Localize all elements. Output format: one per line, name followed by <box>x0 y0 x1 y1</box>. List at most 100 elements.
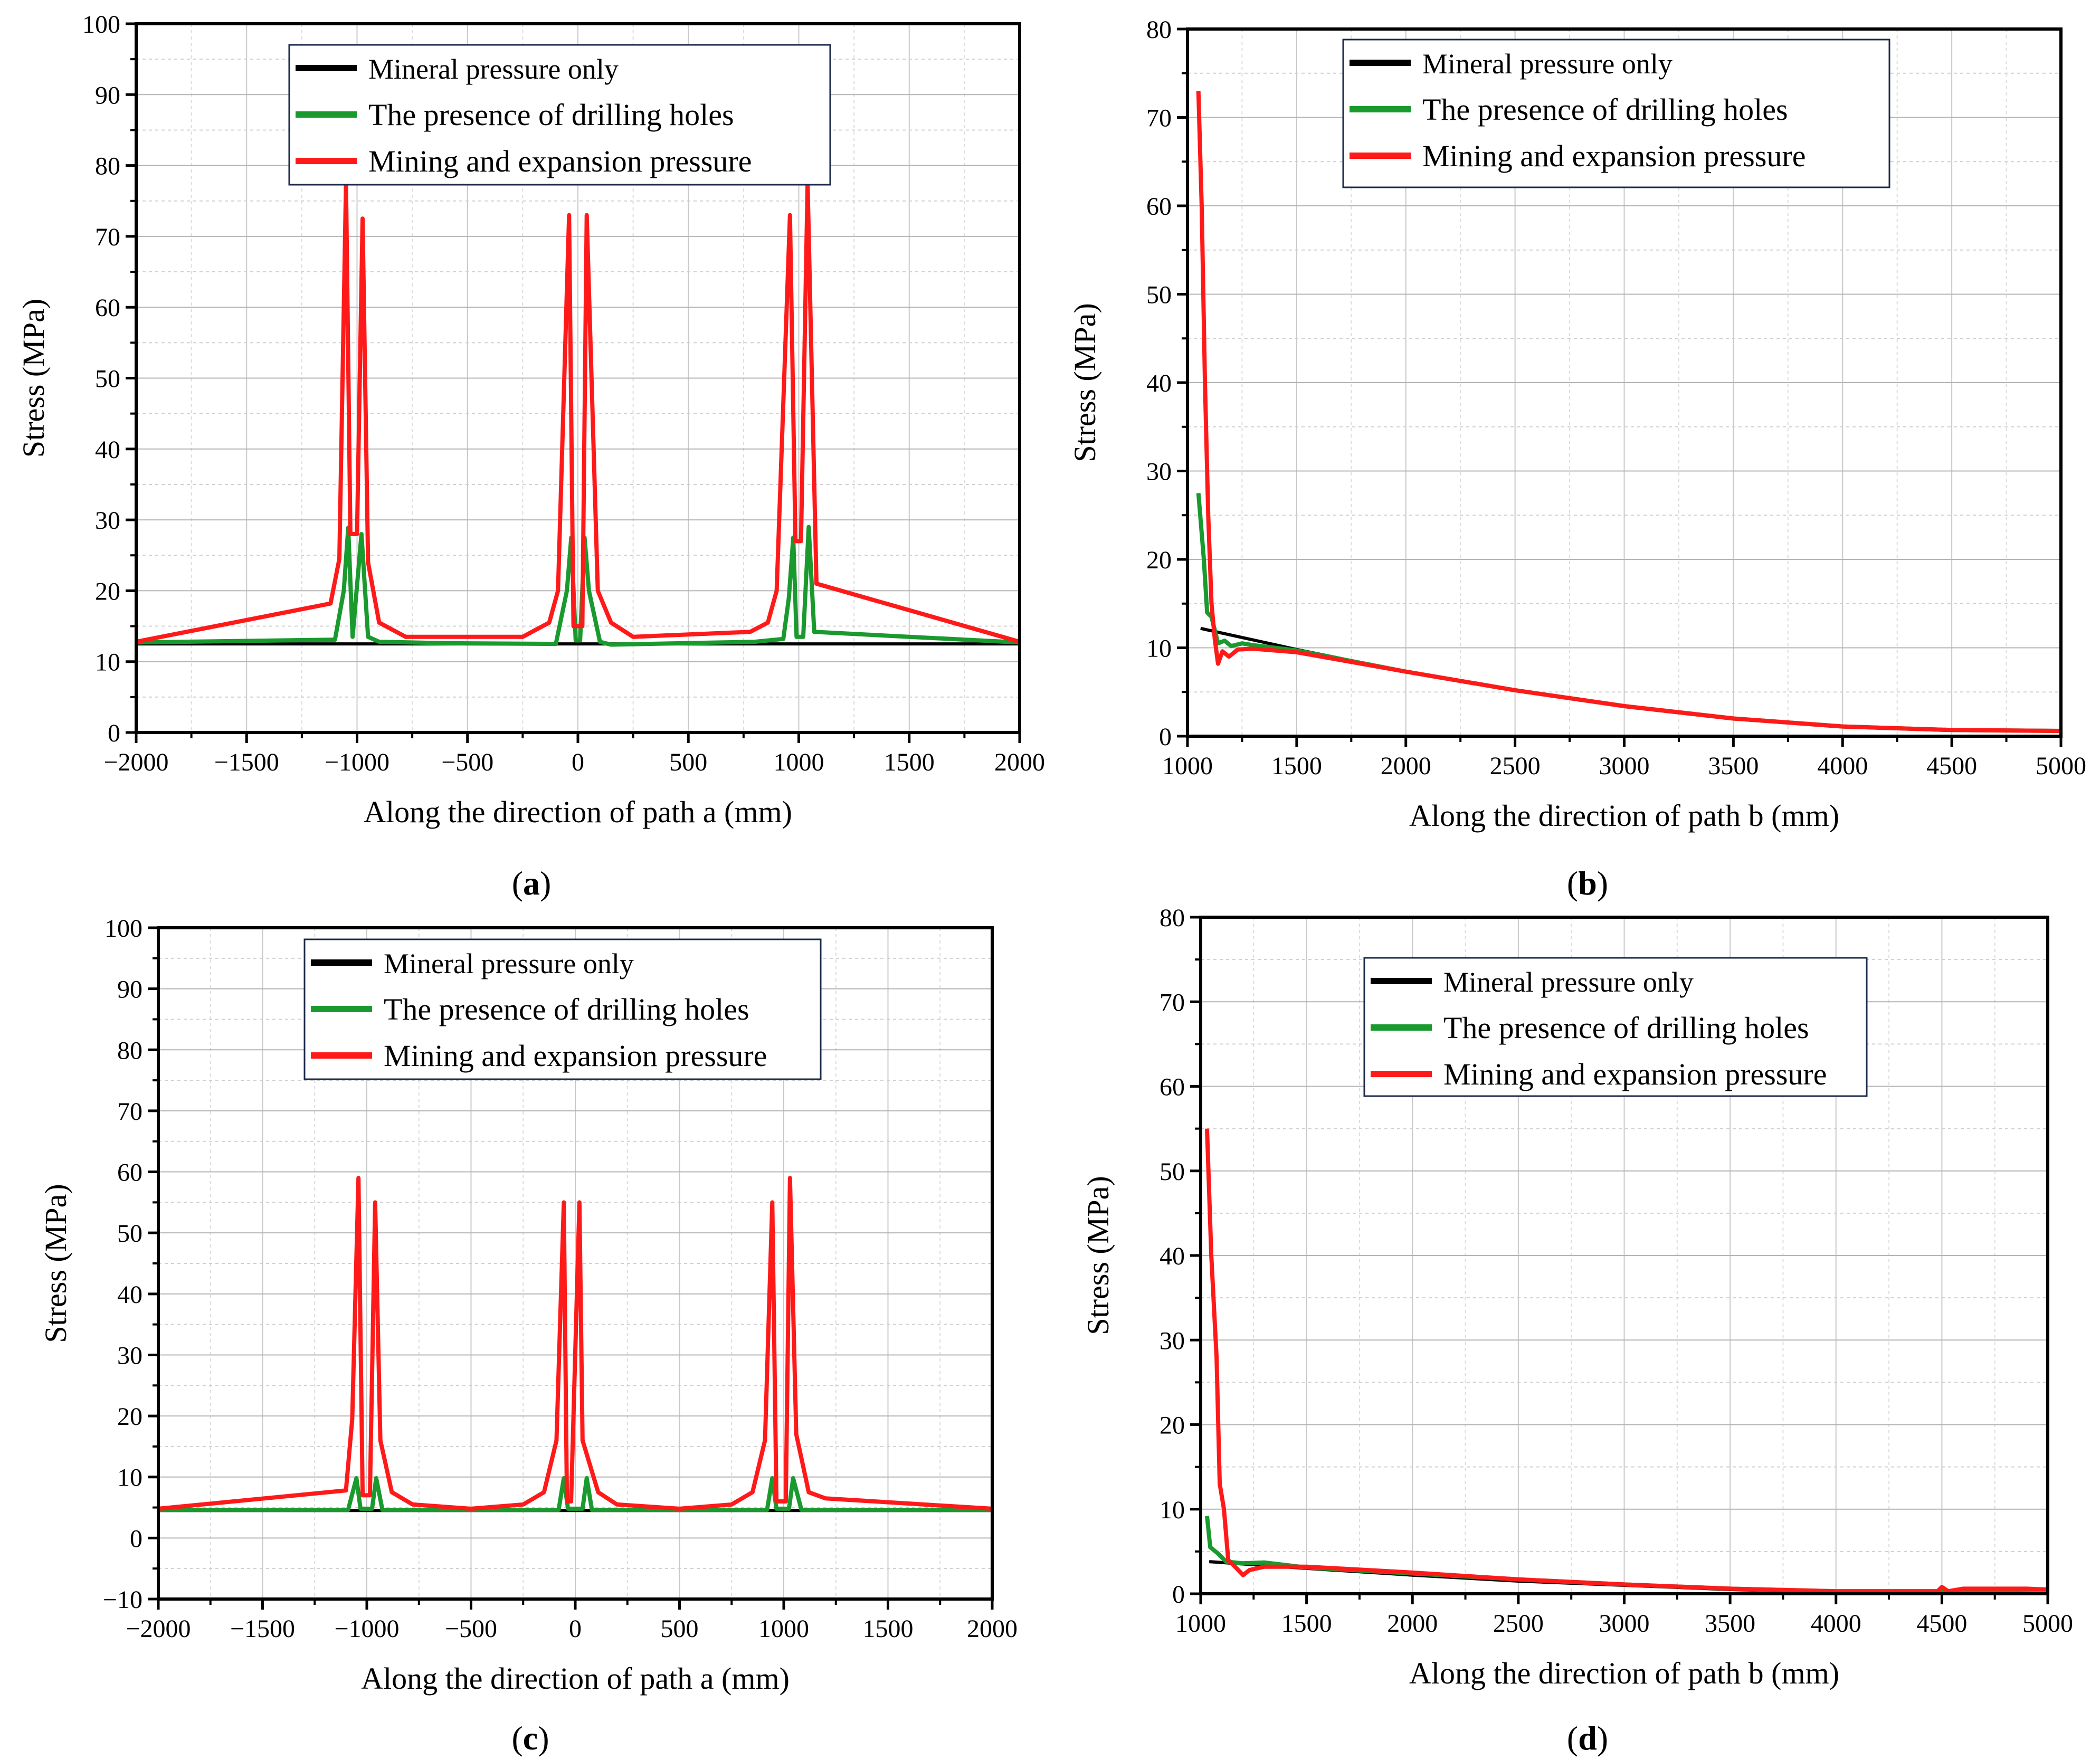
y-tick-label: 30 <box>1146 458 1172 486</box>
caption-letter-a: a <box>523 864 540 902</box>
x-tick-label: 4000 <box>1811 1610 1861 1638</box>
x-tick-label: 500 <box>669 748 707 776</box>
x-axis-label-c: Along the direction of path a (mm) <box>361 1661 790 1696</box>
series-c <box>158 1176 993 1512</box>
y-axis-label-a: Stress (MPa) <box>16 299 51 458</box>
legend-box-d <box>1363 957 1868 1097</box>
y-tick-label: 100 <box>104 915 142 943</box>
y-tick-label: 90 <box>117 976 142 1004</box>
y-tick-label: 20 <box>1146 546 1172 574</box>
x-tick-label: 2000 <box>1381 752 1431 780</box>
legend-c: Mineral pressure only The presence of dr… <box>303 938 822 1080</box>
x-tick-label: −1000 <box>325 748 389 776</box>
x-tick-label: 1000 <box>1162 752 1213 780</box>
x-tick-label: 4500 <box>1926 752 1977 780</box>
x-tick-label: −2000 <box>103 748 168 776</box>
x-tick-label: 3500 <box>1705 1610 1755 1638</box>
x-tick-label: −500 <box>445 1615 497 1643</box>
legend-box-b <box>1342 39 1890 188</box>
y-tick-label: 0 <box>108 719 120 747</box>
caption-b: (b) <box>1567 864 1608 902</box>
x-tick-label: 2000 <box>1387 1610 1438 1638</box>
panel-b: 1000 1500 2000 2500 3000 3500 4000 4500 5000 0 10 2… <box>1068 16 2086 902</box>
y-tick-label: 70 <box>117 1098 142 1126</box>
legend-label-mining-c: Mining and expansion pressure <box>384 1039 767 1073</box>
y-tick-label: 50 <box>117 1220 142 1248</box>
legend-label-mining-b: Mining and expansion pressure <box>1422 139 1806 173</box>
y-tick-label: 0 <box>1159 723 1172 751</box>
legend-b: Mineral pressure only The presence of dr… <box>1342 39 1890 188</box>
x-tick-label: 5000 <box>2022 1610 2073 1638</box>
x-tick-label: 1000 <box>774 748 824 776</box>
y-tick-label: 10 <box>1146 635 1172 663</box>
caption-d: (d) <box>1567 1719 1608 1757</box>
y-tick-label: 20 <box>95 577 120 605</box>
x-tick-label: 1500 <box>1271 752 1322 780</box>
y-tick-label: 0 <box>130 1525 142 1553</box>
y-tick-label: 10 <box>95 649 120 677</box>
x-tick-label: 2000 <box>967 1615 1018 1643</box>
x-tick-label: 4500 <box>1916 1610 1967 1638</box>
y-tick-label: 50 <box>1160 1158 1185 1186</box>
y-axis-label-c: Stress (MPa) <box>39 1184 73 1343</box>
y-tick-label: 0 <box>1172 1581 1185 1609</box>
legend-label-drilling-c: The presence of drilling holes <box>384 992 749 1026</box>
caption-letter-b: b <box>1578 864 1597 902</box>
legend-label-drilling-b: The presence of drilling holes <box>1422 92 1788 127</box>
x-tick-label: −1500 <box>230 1615 295 1643</box>
legend-box-c <box>303 938 822 1080</box>
y-tick-label: 30 <box>95 507 120 535</box>
legend-label-mineral-a: Mineral pressure only <box>368 53 619 85</box>
series-line-mining <box>1205 1128 2048 1594</box>
y-tick-label: 10 <box>1160 1496 1185 1524</box>
y-tick-label: 30 <box>1160 1327 1185 1355</box>
x-axis-label-a: Along the direction of path a (mm) <box>364 795 792 829</box>
y-tick-label: 40 <box>1146 369 1172 397</box>
y-tick-label: 40 <box>1160 1242 1185 1270</box>
y-tick-label: 60 <box>1146 193 1172 221</box>
y-axis-label-d: Stress (MPa) <box>1081 1176 1115 1335</box>
series-a <box>136 181 1021 647</box>
y-tick-label: 100 <box>82 11 120 39</box>
y-tick-label: 50 <box>95 365 120 393</box>
legend-a: Mineral pressure only The presence of dr… <box>288 44 831 186</box>
ticks-c: −2000 −1500 −1000 −500 0 500 1000 1500 2000 −10 0 1… <box>103 915 1018 1643</box>
x-tick-label: −1000 <box>334 1615 399 1643</box>
x-tick-label: 1000 <box>1175 1610 1226 1638</box>
x-tick-label: 0 <box>569 1615 582 1643</box>
x-tick-label: 3000 <box>1599 1610 1650 1638</box>
x-tick-label: 4000 <box>1817 752 1868 780</box>
y-tick-label: 70 <box>95 223 120 251</box>
series-line-mining <box>158 1176 993 1511</box>
legend-d: Mineral pressure only The presence of dr… <box>1363 957 1868 1097</box>
x-tick-label: 1000 <box>758 1615 809 1643</box>
y-tick-label: 40 <box>95 436 120 464</box>
x-tick-label: 2500 <box>1493 1610 1544 1638</box>
y-tick-label: 80 <box>95 153 120 180</box>
y-tick-label: 70 <box>1146 104 1172 132</box>
legend-label-mineral-c: Mineral pressure only <box>384 948 634 979</box>
series-b <box>1196 91 2061 733</box>
x-tick-label: −500 <box>441 748 493 776</box>
y-tick-label: 70 <box>1160 988 1185 1016</box>
x-tick-label: 5000 <box>2036 752 2086 780</box>
y-tick-label: 10 <box>117 1464 142 1492</box>
x-tick-label: 500 <box>661 1615 699 1643</box>
legend-label-drilling-d: The presence of drilling holes <box>1443 1011 1809 1045</box>
series-line-drilling <box>158 1476 992 1512</box>
x-tick-label: −2000 <box>126 1615 191 1643</box>
y-tick-label: 50 <box>1146 281 1172 309</box>
legend-label-drilling-a: The presence of drilling holes <box>368 98 734 132</box>
legend-box-a <box>288 44 831 186</box>
y-tick-label: 40 <box>117 1281 142 1309</box>
y-tick-label: 80 <box>117 1036 142 1064</box>
x-tick-label: 1500 <box>884 748 935 776</box>
legend-label-mineral-b: Mineral pressure only <box>1422 48 1673 80</box>
x-tick-label: 2000 <box>994 748 1045 776</box>
y-tick-label: 60 <box>95 294 120 322</box>
ticks-b: 1000 1500 2000 2500 3000 3500 4000 4500 5000 0 10 2… <box>1146 16 2086 780</box>
y-tick-label: −10 <box>103 1586 142 1614</box>
x-tick-label: 3000 <box>1599 752 1650 780</box>
